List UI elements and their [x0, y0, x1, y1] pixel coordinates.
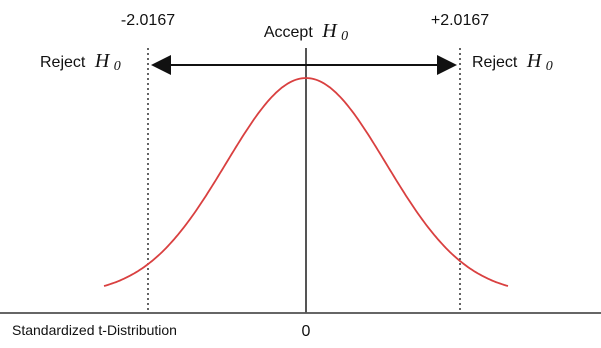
right-critical-value: +2.0167: [431, 12, 489, 29]
x-axis-title: Standardized t-Distribution: [12, 322, 177, 338]
t-distribution-curve: [103, 77, 509, 287]
reject-region-label-right: Reject H 0: [472, 50, 553, 74]
left-critical-value: -2.0167: [121, 12, 175, 29]
accept-region-label: Accept H 0: [264, 20, 348, 44]
center-tick-label: 0: [302, 323, 311, 340]
reject-region-label-left: Reject H 0: [40, 50, 121, 74]
